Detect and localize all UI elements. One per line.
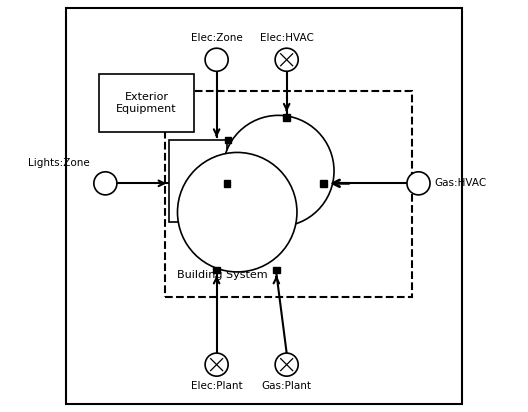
- Circle shape: [94, 172, 117, 195]
- Text: Elec:HVAC: Elec:HVAC: [260, 33, 314, 43]
- Circle shape: [205, 353, 228, 376]
- Circle shape: [275, 353, 298, 376]
- Text: Exterior
Equipment: Exterior Equipment: [116, 92, 177, 114]
- Bar: [284, 114, 290, 121]
- Bar: [99, 74, 194, 132]
- Text: Elec:Zone: Elec:Zone: [191, 33, 242, 43]
- Bar: [213, 267, 220, 273]
- Text: Building System: Building System: [177, 270, 268, 280]
- Text: Gas:HVAC: Gas:HVAC: [434, 178, 486, 188]
- Circle shape: [275, 48, 298, 71]
- Circle shape: [205, 48, 228, 71]
- Circle shape: [407, 172, 430, 195]
- Text: Elec:Plant: Elec:Plant: [191, 381, 242, 391]
- Text: Plant
loop: Plant loop: [223, 197, 251, 219]
- Text: Gas:Plant: Gas:Plant: [262, 381, 312, 391]
- Bar: [169, 140, 227, 222]
- Circle shape: [223, 115, 334, 227]
- Bar: [165, 91, 412, 297]
- Text: Air loop: Air loop: [261, 158, 304, 168]
- Text: Zone: Zone: [184, 150, 212, 160]
- Bar: [224, 180, 230, 187]
- Bar: [225, 137, 231, 143]
- Circle shape: [177, 152, 297, 272]
- Bar: [320, 180, 327, 187]
- Bar: [273, 267, 280, 273]
- Text: Lights:Zone: Lights:Zone: [28, 158, 90, 168]
